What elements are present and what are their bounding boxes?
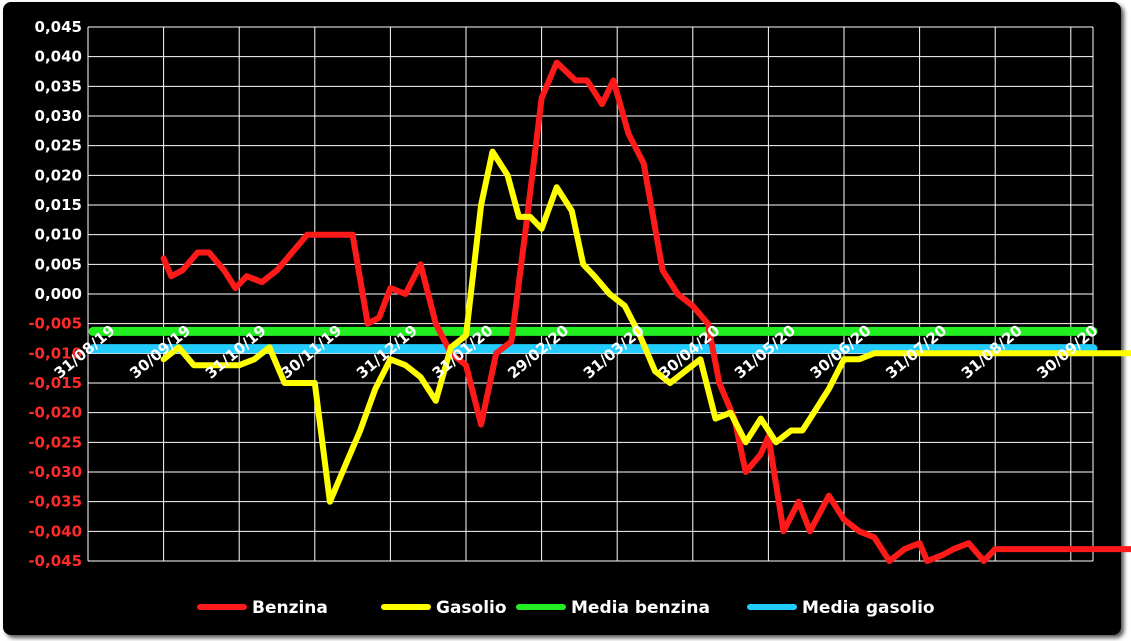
y-tick-label: 0,045 <box>35 18 82 36</box>
y-tick-label: -0,025 <box>28 433 82 451</box>
y-tick-label: 0,025 <box>35 137 82 155</box>
y-tick-label: 0,005 <box>35 255 82 273</box>
series-line-gasolio <box>160 148 1131 505</box>
y-tick-label: -0,015 <box>28 374 82 392</box>
legend-label-benzina: Benzina <box>252 598 328 618</box>
y-tick-label: -0,035 <box>28 493 82 511</box>
y-tick-label: -0,045 <box>28 552 82 570</box>
y-tick-label: 0,030 <box>35 107 82 125</box>
series-line-benzina <box>160 59 1131 564</box>
y-tick-label: 0,015 <box>35 196 82 214</box>
grid-layer <box>87 26 1094 562</box>
y-tick-label: -0,005 <box>28 315 82 333</box>
legend: Benzina Gasolio Media benzina Media gasolio <box>197 598 935 618</box>
y-tick-label: 0,020 <box>35 166 82 184</box>
y-tick-label: -0,030 <box>28 463 82 481</box>
y-tick-label: -0,020 <box>28 404 82 422</box>
series-layer <box>88 59 1131 564</box>
y-tick-label: 0,035 <box>35 77 82 95</box>
y-tick-label: -0,040 <box>28 522 82 540</box>
y-tick-label: 0,040 <box>35 48 82 66</box>
y-tick-label: 0,000 <box>35 285 82 303</box>
chart-frame <box>3 2 1121 635</box>
legend-label-gasolio: Gasolio <box>436 598 507 618</box>
y-tick-label: 0,010 <box>35 226 82 244</box>
y-axis-tick-labels: 0,045 0,040 0,035 0,030 0,025 0,020 0,015 0,010… <box>28 18 82 570</box>
legend-label-media-benzina: Media benzina <box>571 598 710 618</box>
legend-label-media-gasolio: Media gasolio <box>802 598 935 618</box>
y-tick-label: -0,010 <box>28 344 82 362</box>
